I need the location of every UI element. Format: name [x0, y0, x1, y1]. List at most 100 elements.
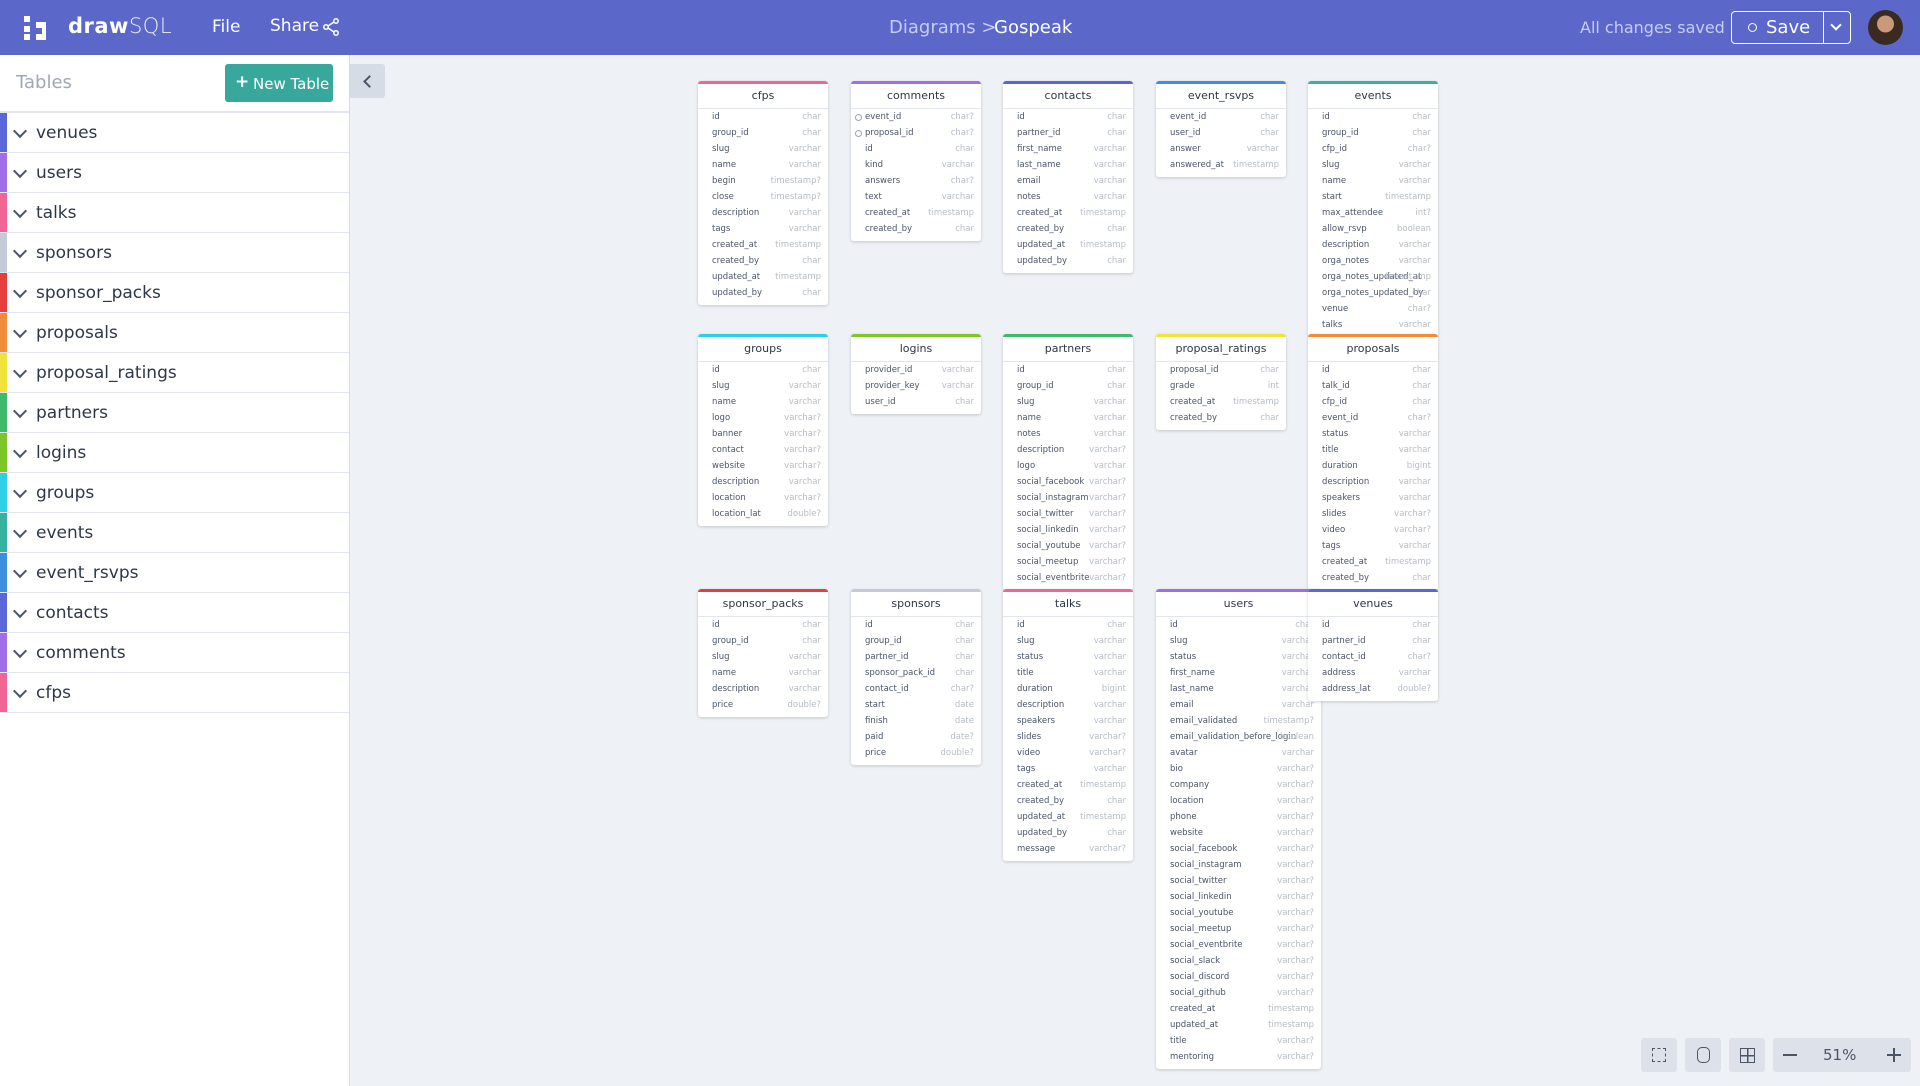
field-row: social_eventbrite varchar? — [1156, 937, 1321, 953]
field-row: social_linkedin varchar? — [1156, 889, 1321, 905]
card-footer — [1156, 426, 1286, 430]
field-type: varchar — [941, 192, 974, 202]
collapse-button[interactable] — [350, 64, 385, 98]
field-name: first_name — [1170, 668, 1215, 678]
table-list-item[interactable]: talks — [0, 193, 349, 233]
field-row: email_validation_before_login boolean — [1156, 729, 1321, 745]
field-row: proposal_id char? — [851, 125, 981, 141]
field-name: social_discord — [1170, 972, 1230, 982]
table-name: venues — [36, 123, 98, 143]
field-name: website — [1170, 828, 1203, 838]
zoom-out[interactable] — [1783, 1054, 1797, 1056]
field-name: slug — [1322, 160, 1340, 170]
field-type: varchar? — [784, 445, 821, 455]
table-name: comments — [36, 643, 126, 663]
field-name: location — [1170, 796, 1204, 806]
field-type: char — [1260, 365, 1279, 375]
field-type: varchar — [788, 224, 821, 234]
table-card[interactable]: groups id char slug varchar name varchar logo va… — [698, 334, 828, 526]
field-type: char — [955, 397, 974, 407]
save-dropdown[interactable] — [1830, 19, 1842, 31]
field-type: double? — [1397, 684, 1431, 694]
save-button[interactable]: Save — [1731, 11, 1851, 44]
table-card[interactable]: proposal_ratings proposal_id char grade int c… — [1156, 334, 1286, 430]
table-card[interactable]: cfps id char group_id char slug varchar name var… — [698, 81, 828, 305]
table-list-item[interactable]: partners — [0, 393, 349, 433]
field-row: description varchar — [1003, 697, 1133, 713]
table-list-item[interactable]: events — [0, 513, 349, 553]
field-name: start — [1322, 192, 1342, 202]
table-card[interactable]: sponsor_packs id char group_id char slug varch… — [698, 589, 828, 717]
table-card[interactable]: contacts id char partner_id char first_name va… — [1003, 81, 1133, 273]
expand-icon — [12, 603, 28, 619]
breadcrumb[interactable]: Diagrams > — [889, 17, 997, 38]
menu-share[interactable]: Share — [270, 16, 320, 36]
field-name: description — [712, 684, 760, 694]
table-card[interactable]: sponsors id char group_id char partner_id char… — [851, 589, 981, 765]
field-name: social_facebook — [1170, 844, 1238, 854]
field-row: partner_id char — [851, 649, 981, 665]
field-type: varchar? — [1277, 1036, 1314, 1046]
table-card[interactable]: venues id char partner_id char contact_id char… — [1308, 589, 1438, 701]
field-name: created_at — [865, 208, 911, 218]
field-name: last_name — [1170, 684, 1214, 694]
table-card[interactable]: users id char slug varchar status varchar first… — [1156, 589, 1321, 1069]
field-type: char — [1107, 828, 1126, 838]
field-type: varchar — [1093, 764, 1126, 774]
grid-button[interactable] — [1729, 1038, 1765, 1072]
fit-button[interactable] — [1641, 1038, 1677, 1072]
field-name: name — [712, 160, 737, 170]
table-list-item[interactable]: sponsor_packs — [0, 273, 349, 313]
field-type: timestamp — [1080, 208, 1126, 218]
table-card[interactable]: talks id char slug varchar status varchar title… — [1003, 589, 1133, 861]
table-list-item[interactable]: comments — [0, 633, 349, 673]
field-name: tags — [712, 224, 731, 234]
table-list-item[interactable]: contacts — [0, 593, 349, 633]
table-list-item[interactable]: cfps — [0, 673, 349, 713]
field-row: event_id char — [1156, 109, 1286, 125]
table-card[interactable]: comments event_id char? proposal_id char? id c… — [851, 81, 981, 241]
table-list-item[interactable]: groups — [0, 473, 349, 513]
color-strip — [0, 233, 7, 272]
field-row: description varchar — [698, 474, 828, 490]
expand-icon — [12, 243, 28, 259]
field-row: updated_at timestamp — [1156, 1017, 1321, 1033]
table-card[interactable]: events id char group_id char cfp_id char? slug v… — [1308, 81, 1438, 337]
table-list-item[interactable]: logins — [0, 433, 349, 473]
avatar[interactable] — [1868, 10, 1903, 45]
new-table-button[interactable]: + New Table — [225, 64, 333, 102]
field-type: varchar — [1398, 668, 1431, 678]
table-card[interactable]: partners id char group_id char slug varchar nam… — [1003, 334, 1133, 590]
field-type: varchar — [1093, 144, 1126, 154]
field-row: social_slack varchar? — [1156, 953, 1321, 969]
field-type: varchar — [1093, 652, 1126, 662]
table-list-item[interactable]: proposal_ratings — [0, 353, 349, 393]
table-card[interactable]: proposals id char talk_id char cfp_id char even… — [1308, 334, 1438, 590]
table-card[interactable]: event_rsvps event_id char user_id char answer… — [1156, 81, 1286, 177]
pan-button[interactable] — [1685, 1038, 1721, 1072]
field-name: mentoring — [1170, 1052, 1215, 1062]
menu-file[interactable]: File — [212, 17, 241, 37]
field-name: duration — [1017, 684, 1053, 694]
table-list-item[interactable]: venues — [0, 113, 349, 153]
field-name: created_at — [1017, 208, 1063, 218]
field-name: created_at — [712, 240, 758, 250]
table-name: groups — [36, 483, 95, 503]
table-list-item[interactable]: event_rsvps — [0, 553, 349, 593]
field-name: id — [1322, 620, 1330, 630]
field-type: char — [1412, 397, 1431, 407]
field-type: char — [1412, 381, 1431, 391]
table-list-item[interactable]: users — [0, 153, 349, 193]
field-row: first_name varchar — [1003, 141, 1133, 157]
field-name: orga_notes_updated_at — [1322, 272, 1422, 282]
field-row: max_attendee int? — [1308, 205, 1438, 221]
table-list-item[interactable]: sponsors — [0, 233, 349, 273]
field-name: allow_rsvp — [1322, 224, 1367, 234]
field-type: varchar — [1093, 176, 1126, 186]
table-list-item[interactable]: proposals — [0, 313, 349, 353]
table-name: events — [36, 523, 94, 543]
table-card[interactable]: logins provider_id varchar provider_key varc… — [851, 334, 981, 414]
field-name: social_instagram — [1170, 860, 1242, 870]
field-name: updated_at — [712, 272, 761, 282]
field-type: varchar? — [1277, 844, 1314, 854]
